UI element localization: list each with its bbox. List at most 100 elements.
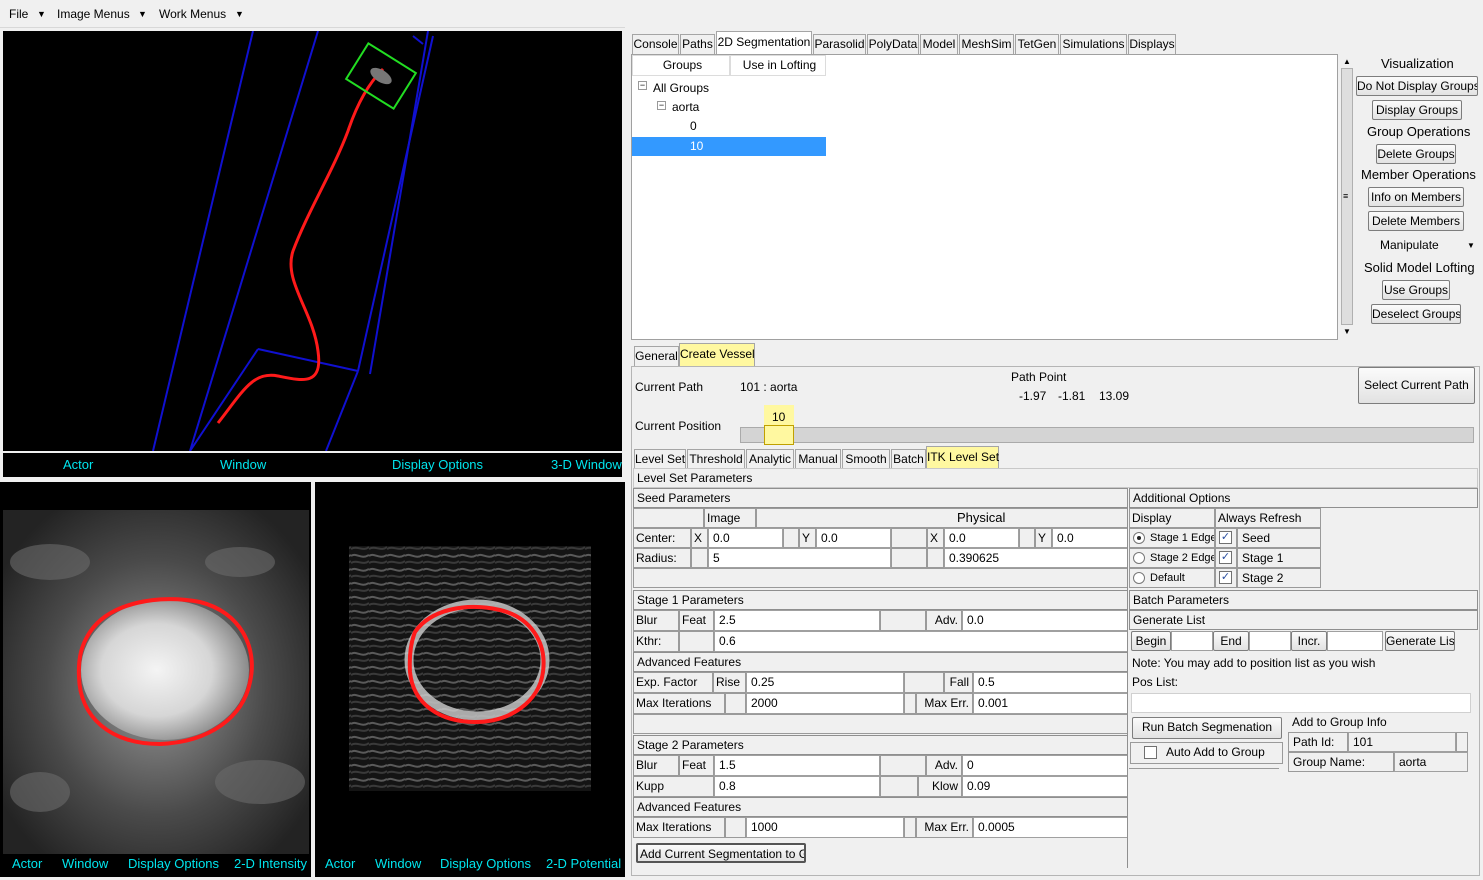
potential-window-menu[interactable]: Window [375, 856, 422, 871]
do-not-display-groups-button[interactable]: Do Not Display Groups [1356, 76, 1478, 96]
display-groups-button[interactable]: Display Groups [1372, 100, 1462, 120]
tab-general[interactable]: General [634, 346, 679, 366]
pos-list-input[interactable] [1131, 693, 1471, 713]
use-groups-button[interactable]: Use Groups [1382, 280, 1450, 300]
seed-checkbox[interactable]: ✓ [1219, 531, 1232, 544]
delete-groups-button[interactable]: Delete Groups [1376, 144, 1456, 164]
stage1-checkbox[interactable]: ✓ [1219, 551, 1232, 564]
stage1-fall-input[interactable]: 0.5 [973, 672, 1128, 693]
scrollbar-thumb[interactable] [1341, 68, 1353, 325]
stage2-adv-input[interactable]: 0 [962, 755, 1128, 776]
intensity-actor-menu[interactable]: Actor [12, 856, 43, 871]
tree-item-all-groups[interactable]: All Groups [653, 81, 710, 95]
menu-image-menus[interactable]: Image Menus [57, 7, 130, 21]
stage2-checkbox[interactable]: ✓ [1219, 571, 1232, 584]
tab-threshold[interactable]: Threshold [687, 449, 745, 469]
stage1-max-err-input[interactable]: 0.001 [973, 693, 1128, 714]
chevron-down-icon[interactable]: ▼ [1467, 241, 1475, 250]
potential-actor-menu[interactable]: Actor [325, 856, 356, 871]
scroll-down-icon[interactable]: ▼ [1343, 327, 1351, 336]
menu-file[interactable]: File [9, 7, 29, 21]
tab-polydata[interactable]: PolyData [867, 34, 919, 54]
end-button[interactable]: End [1213, 631, 1249, 651]
tree-item-member-10[interactable]: 10 [632, 137, 826, 156]
tab-simulations[interactable]: Simulations [1060, 34, 1127, 54]
stage1-edge-option[interactable]: Stage 1 Edge [1129, 528, 1215, 548]
chevron-down-icon[interactable]: ▼ [138, 9, 147, 19]
3d-window-menu[interactable]: Window [220, 457, 267, 472]
viewport-2d-intensity[interactable]: Actor Window Display Options 2-D Intensi… [0, 482, 311, 877]
position-slider-handle[interactable] [764, 425, 794, 445]
default-radio[interactable] [1133, 572, 1145, 584]
stage1-adv-input[interactable]: 0.0 [962, 610, 1128, 631]
default-option[interactable]: Default [1129, 568, 1215, 588]
stage2-edge-radio[interactable] [1133, 552, 1145, 564]
auto-add-checkbox[interactable]: ✓ [1144, 746, 1157, 759]
path-id-input[interactable]: 101 [1348, 732, 1456, 752]
3d-actor-menu[interactable]: Actor [63, 457, 94, 472]
radius-physical-input[interactable]: 0.390625 [944, 548, 1128, 568]
tab-smooth[interactable]: Smooth [842, 449, 890, 469]
stage1-max-iterations-input[interactable]: 2000 [746, 693, 904, 714]
deselect-groups-button[interactable]: Deselect Groups [1371, 304, 1461, 324]
tab-paths[interactable]: Paths [680, 34, 715, 54]
collapse-icon[interactable]: − [638, 80, 647, 90]
incr-button[interactable]: Incr. [1291, 631, 1327, 651]
group-name-input[interactable]: aorta [1394, 752, 1468, 772]
tab-level-set[interactable]: Level Set [634, 449, 686, 469]
groups-scrollbar[interactable]: ▲ ≡ ▼ [1340, 54, 1354, 340]
stage2-max-iterations-input[interactable]: 1000 [746, 817, 904, 838]
intensity-window-menu[interactable]: Window [62, 856, 109, 871]
tab-itk-level-set[interactable]: ITK Level Set [926, 446, 999, 469]
generate-list-button[interactable]: Generate Lis [1385, 631, 1455, 651]
col-lofting-header[interactable]: Use in Lofting [730, 55, 826, 76]
viewport-2d-potential[interactable]: Actor Window Display Options 2-D Potenti… [315, 482, 625, 877]
tab-create-vessel[interactable]: Create Vessel [679, 343, 755, 366]
stage1-rise-input[interactable]: 0.25 [746, 672, 904, 693]
add-current-segmentation-button[interactable]: Add Current Segmentation to Gr [636, 843, 806, 863]
tab-2d-segmentation[interactable]: 2D Segmentation [716, 31, 812, 55]
begin-button[interactable]: Begin [1131, 631, 1171, 651]
stage1-feat-input[interactable]: 2.5 [714, 610, 880, 631]
viewport-3d[interactable] [3, 31, 622, 451]
tab-displays[interactable]: Displays [1128, 34, 1176, 54]
tab-console[interactable]: Console [632, 34, 679, 54]
collapse-icon[interactable]: − [657, 100, 666, 110]
tab-manual[interactable]: Manual [795, 449, 841, 469]
tab-tetgen[interactable]: TetGen [1015, 34, 1059, 54]
position-slider-track[interactable] [740, 427, 1474, 443]
stage2-max-err-input[interactable]: 0.0005 [973, 817, 1128, 838]
delete-members-button[interactable]: Delete Members [1368, 211, 1464, 231]
3d-display-options-menu[interactable]: Display Options [392, 457, 484, 472]
stage2-kupp-input[interactable]: 0.8 [714, 776, 880, 797]
stage2-klow-input[interactable]: 0.09 [962, 776, 1128, 797]
potential-display-options-menu[interactable]: Display Options [440, 856, 532, 871]
run-batch-segmentation-button[interactable]: Run Batch Segmenation [1132, 717, 1282, 739]
stage2-edge-option[interactable]: Stage 2 Edge [1129, 548, 1215, 568]
groups-tree[interactable]: Groups Use in Lofting − All Groups − aor… [631, 54, 1338, 340]
center-image-x-input[interactable]: 0.0 [708, 528, 783, 548]
end-input[interactable] [1249, 631, 1291, 651]
incr-input[interactable] [1327, 631, 1383, 651]
center-physical-y-input[interactable]: 0.0 [1052, 528, 1128, 548]
manipulate-menu[interactable]: Manipulate [1380, 238, 1439, 252]
select-current-path-button[interactable]: Select Current Path [1358, 367, 1475, 404]
chevron-down-icon[interactable]: ▼ [235, 9, 244, 19]
stage1-kthr-input[interactable]: 0.6 [714, 631, 1128, 652]
tab-parasolid[interactable]: Parasolid [813, 34, 866, 54]
intensity-display-options-menu[interactable]: Display Options [128, 856, 220, 871]
tab-batch[interactable]: Batch [891, 449, 926, 469]
tab-model[interactable]: Model [920, 34, 958, 54]
scroll-up-icon[interactable]: ▲ [1343, 57, 1351, 66]
stage2-feat-input[interactable]: 1.5 [714, 755, 880, 776]
tree-item-member-0[interactable]: 0 [690, 119, 697, 133]
tree-item-aorta[interactable]: aorta [672, 100, 700, 114]
col-groups-header[interactable]: Groups [632, 55, 730, 76]
tab-analytic[interactable]: Analytic [746, 449, 794, 469]
begin-input[interactable] [1171, 631, 1213, 651]
center-image-y-input[interactable]: 0.0 [816, 528, 891, 548]
stage1-edge-radio[interactable] [1133, 532, 1145, 544]
auto-add-option[interactable]: Auto Add to Group [1130, 742, 1283, 764]
chevron-down-icon[interactable]: ▼ [37, 9, 46, 19]
center-physical-x-input[interactable]: 0.0 [944, 528, 1019, 548]
